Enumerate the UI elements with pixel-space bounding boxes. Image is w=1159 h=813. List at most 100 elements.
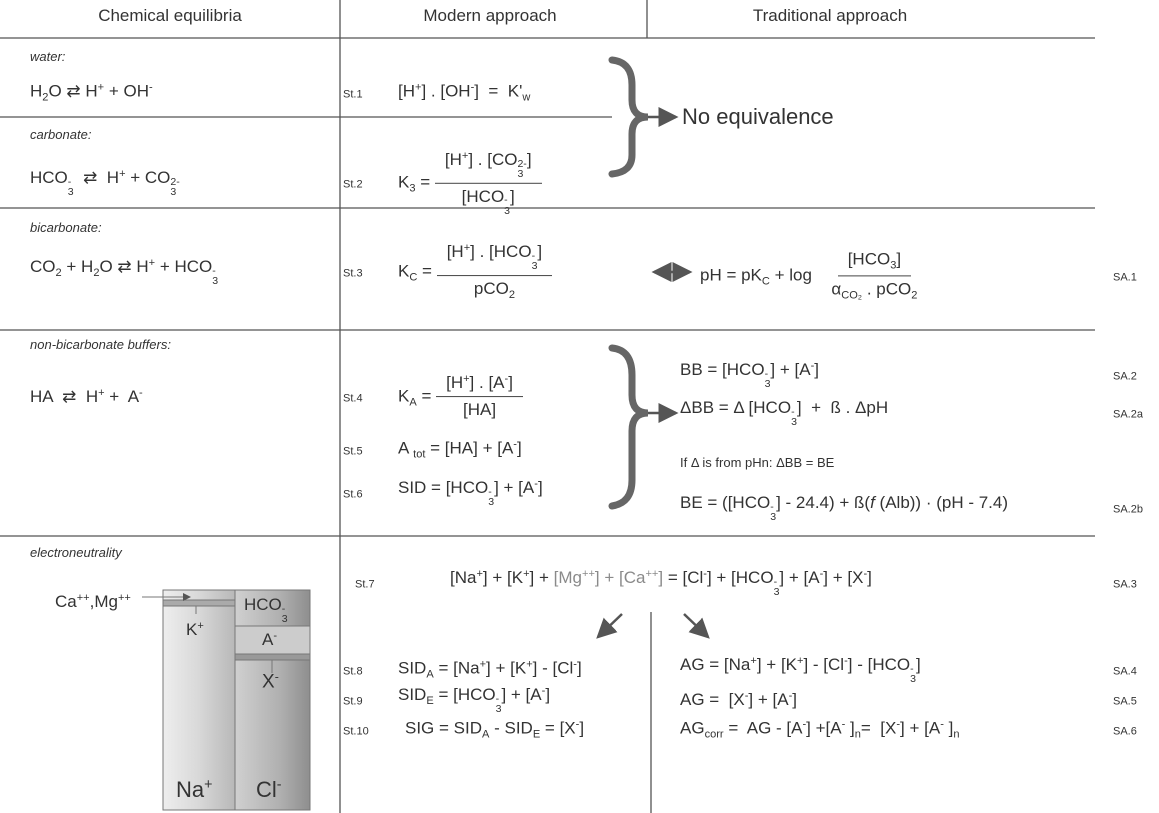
text: = AG - [A: [723, 718, 803, 738]
muted-text: [Mg++] + [Ca++]: [554, 568, 663, 587]
subscript: tot: [413, 448, 426, 461]
statement-formula: K3 = [H+] . [CO 2- 3] [HCO -3]: [398, 150, 542, 216]
text: ] + [A: [501, 685, 542, 705]
text: [H: [398, 81, 415, 101]
section-label: bicarbonate:: [30, 220, 102, 236]
statement-id: St.7: [355, 578, 375, 591]
text: + H: [61, 257, 94, 277]
text: O ⇄ H: [99, 257, 149, 277]
statement-formula: SIDE = [HCO -3] + [A-]: [398, 685, 550, 715]
text: + HCO: [155, 257, 213, 277]
text: HA ⇄ H: [30, 386, 99, 406]
text: ] + [A: [748, 689, 789, 709]
superscript: -: [773, 575, 778, 588]
text: ] . [OH: [421, 81, 471, 101]
text: X: [262, 671, 275, 693]
section-label: non-bicarbonate buffers:: [30, 337, 171, 353]
subscript: 2: [911, 289, 918, 302]
text: ] - 24.4) + ß(: [776, 493, 871, 513]
text: [H: [446, 242, 464, 262]
sa-formula: ΔBB = Δ [HCO -3] + ß . ΔpH: [680, 398, 888, 428]
sa-id: SA.5: [1113, 695, 1137, 708]
text: ΔBB = Δ [HCO: [680, 398, 792, 418]
numerator: [H+] . [A-]: [436, 373, 523, 398]
superscript: -: [575, 718, 580, 731]
superscript: ++: [117, 591, 131, 604]
text: HCO: [30, 168, 68, 188]
subscript: CO₂: [841, 289, 863, 302]
fraction: [HCO3] αCO₂ . pCO2: [821, 249, 927, 302]
text: . pCO: [862, 279, 912, 299]
text: ] + [A: [900, 718, 941, 738]
sa-id: SA.1: [1113, 271, 1137, 284]
superscript: +: [463, 373, 470, 386]
section-label: water:: [30, 49, 66, 65]
sa-id: SA.2a: [1113, 408, 1143, 421]
gamblegram-label: K+: [186, 620, 204, 640]
sa-id: SA.4: [1113, 665, 1137, 678]
subscript: C: [761, 275, 770, 288]
superscript: -: [896, 718, 901, 731]
text: (Alb)) · (pH - 7.4): [874, 493, 1008, 513]
text: AG = [Na: [680, 655, 751, 675]
no-equivalence: No equivalence: [682, 103, 834, 129]
text: K: [398, 261, 410, 281]
superscript: -: [531, 249, 536, 262]
text: K: [398, 172, 410, 192]
section-label: carbonate:: [30, 127, 92, 143]
text: ] + [A: [494, 478, 535, 498]
stacked-index: -3: [68, 177, 74, 198]
text: pH = pK: [700, 265, 762, 285]
text: SIG = SID: [405, 718, 482, 738]
text: ,Mg: [89, 591, 118, 611]
superscript: +: [197, 619, 204, 632]
gamblegram-label: Ca++,Mg++: [55, 592, 131, 612]
superscript: -: [513, 438, 517, 451]
text: ]: [537, 242, 543, 262]
subscript: 3: [409, 182, 416, 195]
stacked-index: 2- 3: [170, 177, 179, 198]
stacked-index: -3: [504, 195, 510, 216]
sa-id: SA.6: [1113, 725, 1137, 738]
subscript: n: [854, 728, 861, 741]
sa-formula: AG = [X-] + [A-]: [680, 690, 797, 710]
electroneutrality-formula: [Na+] + [K+] + [Mg++] + [Ca++] = [Cl-] +…: [450, 568, 872, 598]
text: - SID: [489, 718, 533, 738]
column-header: Modern approach: [423, 5, 557, 25]
text: ] - [Cl: [803, 655, 845, 675]
text: ] + [K: [486, 658, 527, 678]
subscript: A: [482, 728, 490, 741]
sa-formula: BE = ([HCO -3] - 24.4) + ß(f (Alb)) · (pH…: [680, 493, 1008, 523]
text: =: [417, 261, 437, 281]
superscript: -: [281, 602, 286, 615]
column-header: Chemical equilibria: [98, 5, 242, 25]
superscript: -: [504, 194, 508, 207]
text: pCO: [473, 278, 509, 298]
subscript: 2: [93, 267, 100, 280]
subscript: A: [409, 396, 417, 409]
text: = [HA] + [A: [425, 438, 514, 458]
text: K: [186, 619, 198, 639]
text: [HA]: [462, 400, 497, 420]
superscript: +: [479, 658, 487, 671]
text: ]: [658, 568, 664, 588]
numerator: [H+] . [HCO -3]: [436, 242, 553, 276]
superscript: -: [788, 689, 793, 702]
superscript: -: [764, 367, 769, 380]
numerator: [H+] . [CO 2- 3]: [434, 150, 542, 184]
numerator: [HCO3]: [837, 249, 912, 277]
text: + A: [104, 386, 140, 406]
text: ]: [915, 655, 921, 675]
text: ] + [A: [770, 360, 811, 380]
text: ]: [845, 718, 855, 738]
stacked-index: -3: [791, 407, 797, 428]
statement-id: St.3: [343, 267, 363, 280]
subscript: 2: [55, 267, 62, 280]
text: ] = K': [474, 81, 523, 101]
stacked-index: -3: [910, 664, 916, 685]
superscript: -: [504, 373, 509, 386]
subscript: 2: [508, 288, 515, 301]
statement-formula: [H+] . [OH-] = K'w: [398, 81, 530, 104]
statement-id: St.5: [343, 445, 363, 458]
statement-id: St.9: [343, 695, 363, 708]
